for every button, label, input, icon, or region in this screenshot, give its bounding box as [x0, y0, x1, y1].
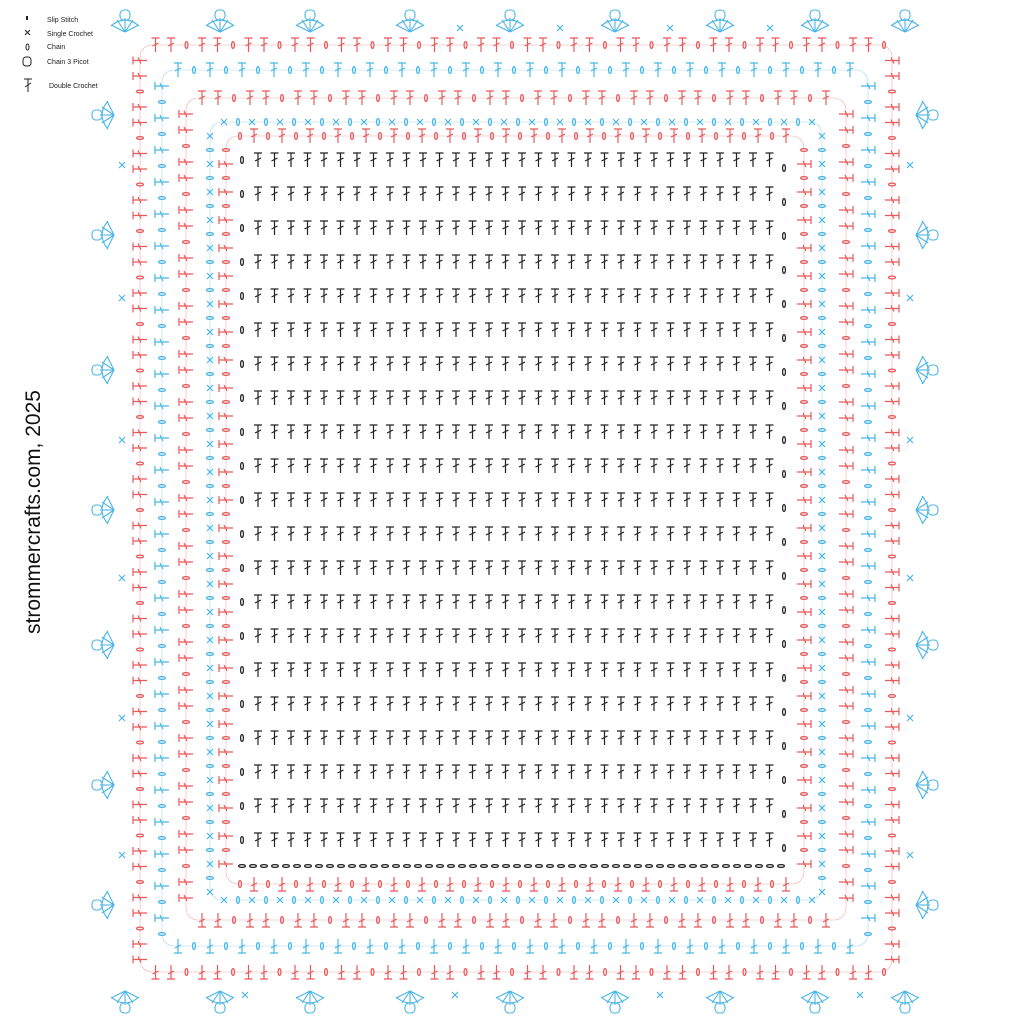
legend-icon-sc	[24, 29, 31, 36]
legend-label: Chain 3 Picot	[47, 59, 89, 66]
legend-icon-chain	[25, 43, 30, 51]
legend-label: Chain	[47, 44, 65, 51]
legend-label: Single Crochet	[47, 31, 93, 38]
legend-icon-picot	[22, 56, 32, 67]
legend-label: Double Crochet	[49, 83, 98, 90]
legend: Slip Stitch Single Crochet Chain Chain 3…	[22, 16, 98, 92]
legend-icon-dc	[24, 78, 32, 92]
stitches	[91, 9, 939, 1014]
legend-icon-slip	[26, 16, 28, 20]
ring-corner-outline	[161, 69, 869, 947]
watermark: strommercrafts.com, 2025	[22, 390, 45, 634]
legend-label: Slip Stitch	[47, 17, 78, 24]
ring-corner-outline	[139, 44, 893, 973]
